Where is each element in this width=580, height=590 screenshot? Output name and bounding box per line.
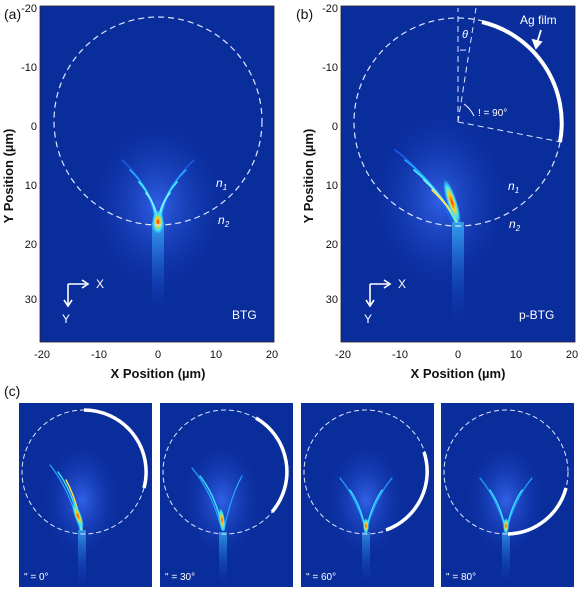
svg-text:-20: -20: [34, 349, 50, 361]
panel-a-name: BTG: [232, 308, 257, 322]
svg-text:20: 20: [25, 239, 37, 251]
svg-text:0: 0: [455, 349, 461, 361]
panel-a-ylabel: Y Position (µm): [1, 129, 16, 224]
svg-text:-10: -10: [91, 349, 107, 361]
panel-b-axis-y: Y: [364, 312, 372, 326]
sub-0-glow: [42, 440, 122, 560]
panel-a-y-ticks: -20 -10 0 10 20 30: [21, 3, 37, 306]
svg-text:20: 20: [566, 349, 578, 361]
svg-text:0: 0: [332, 121, 338, 133]
svg-text:20: 20: [266, 349, 278, 361]
panel-a-x-ticks: -20 -10 0 10 20: [34, 349, 278, 361]
svg-text:10: 10: [210, 349, 222, 361]
panel-b-frame: [340, 5, 576, 343]
panel-a-exit-beam: [152, 222, 164, 312]
svg-text:-20: -20: [335, 349, 351, 361]
panel-b-x-ticks: -20 -10 0 10 20: [335, 349, 578, 361]
panel-b-film-arrow: [531, 29, 543, 50]
panel-b-name: p-BTG: [519, 308, 554, 322]
panel-b: (b) θ ! = 90°: [296, 3, 578, 381]
svg-text:20: 20: [326, 239, 338, 251]
panel-c-tag: (c): [4, 383, 20, 399]
panel-a-xlabel: X Position (µm): [111, 366, 206, 381]
sub-0-focus-spot: [72, 502, 84, 530]
panel-b-sector-lines: [457, 7, 562, 143]
panel-a-axis-arrows: [63, 279, 90, 308]
svg-text:-10: -10: [21, 62, 37, 74]
panel-a-axis-x: X: [96, 277, 104, 291]
svg-text:0: 0: [155, 349, 161, 361]
svg-text:-20: -20: [322, 3, 338, 15]
panel-a-tag: (a): [4, 6, 21, 22]
panel-a-n2: n2: [218, 213, 230, 229]
sub-2-focus-spot: [363, 518, 369, 534]
sub-3-focus-spot: [503, 518, 509, 534]
panel-a-axis-y: Y: [62, 312, 70, 326]
panel-b-xlabel: X Position (µm): [411, 366, 506, 381]
svg-text:30: 30: [25, 294, 37, 306]
panel-b-ylabel: Y Position (µm): [301, 129, 316, 224]
svg-text:10: 10: [510, 349, 522, 361]
sub-1-ag-film: [255, 416, 289, 514]
svg-text:0: 0: [31, 121, 37, 133]
panel-b-axis-x: X: [398, 277, 406, 291]
panel-c: (c) " = 0°: [4, 383, 574, 587]
panel-b-axis-arrows: [365, 279, 392, 308]
sub-3-ag-film: [507, 487, 568, 536]
sub-1-exit-beam: [219, 532, 227, 584]
panel-b-n1: n1: [508, 179, 519, 195]
panel-b-angle-label: ! = 90°: [478, 108, 507, 119]
sub-1-angle: " = 30°: [165, 572, 195, 583]
svg-text:10: 10: [25, 180, 37, 192]
sub-1-focus-spot: [218, 508, 226, 532]
sub-2-exit-beam: [362, 532, 370, 584]
svg-text:30: 30: [326, 294, 338, 306]
panel-b-y-ticks: -20 -10 0 10 20 30: [322, 3, 338, 306]
svg-text:10: 10: [326, 180, 338, 192]
panel-a-boundary-circle: [53, 16, 263, 226]
sub-3-angle: " = 80°: [446, 572, 476, 583]
panel-c-sub-1: " = 30°: [160, 403, 293, 587]
panel-c-sub-3: " = 80°: [441, 403, 574, 587]
sub-0-exit-beam: [78, 530, 86, 585]
panel-a-plot: n1 n2 X Y BTG: [39, 5, 275, 343]
sub-0-angle: " = 0°: [24, 572, 49, 583]
sub-2-angle: " = 60°: [306, 572, 336, 583]
panel-a-focus-spot: [152, 210, 164, 234]
panel-b-film-label: Ag film: [520, 13, 557, 27]
svg-text:-20: -20: [21, 3, 37, 15]
panel-a: (a) n1 n2: [1, 3, 278, 381]
svg-text:-10: -10: [392, 349, 408, 361]
panel-b-exit-beam: [452, 222, 464, 322]
panel-b-ag-film: [481, 20, 564, 143]
sub-2-ag-film: [385, 451, 429, 532]
panel-c-sub-0: " = 0°: [19, 403, 152, 587]
panel-b-focus-spot: [443, 179, 461, 225]
sub-3-exit-beam: [502, 532, 510, 584]
panel-c-sub-2: " = 60°: [301, 403, 434, 587]
panel-b-tag: (b): [296, 6, 313, 22]
panel-b-plot: θ ! = 90° Ag film n1 n2 X Y p-BTG: [340, 5, 576, 343]
panel-b-n2: n2: [509, 217, 521, 233]
panel-b-right-angle-mark: [463, 103, 475, 117]
panel-a-frame: [39, 5, 275, 343]
panel-b-theta: θ: [462, 29, 468, 41]
svg-text:-10: -10: [322, 62, 338, 74]
panel-a-n1: n1: [216, 176, 227, 192]
sub-0-ag-film: [83, 408, 148, 489]
sub-3-boundary-circle: [443, 409, 569, 535]
